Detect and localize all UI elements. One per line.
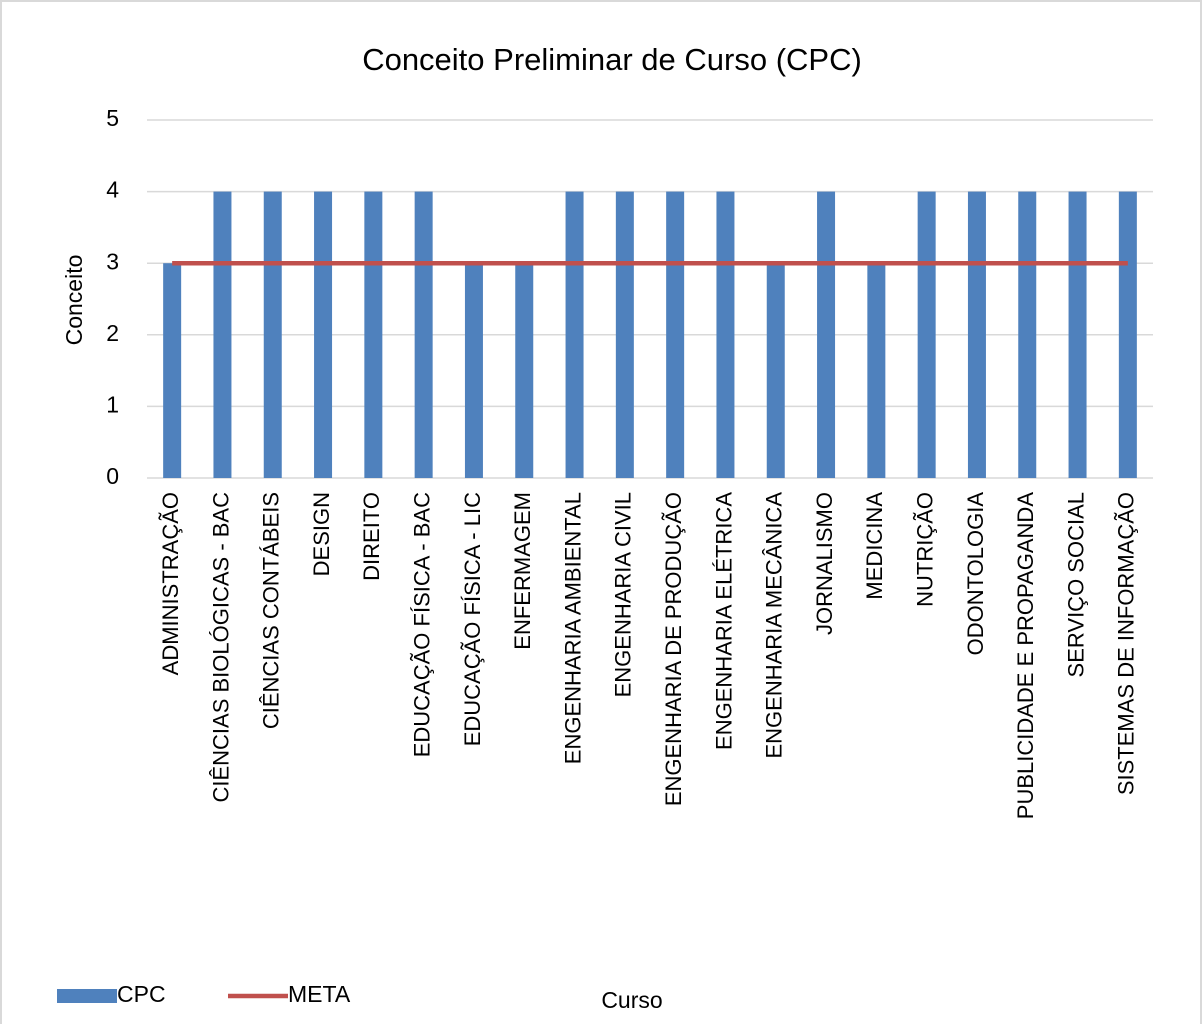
y-tick-label: 3 xyxy=(106,248,119,274)
chart-title: Conceito Preliminar de Curso (CPC) xyxy=(362,42,862,77)
bar xyxy=(1118,191,1137,478)
bar xyxy=(666,191,685,478)
bar xyxy=(917,191,936,478)
bar xyxy=(213,191,232,478)
bar xyxy=(314,191,333,478)
x-tick-label: EDUCAÇÃO FÍSICA - BAC xyxy=(409,492,434,757)
bar xyxy=(817,191,836,478)
bar xyxy=(716,191,735,478)
x-tick-label: ENFERMAGEM xyxy=(510,492,535,650)
bar xyxy=(766,263,785,478)
y-tick-label: 1 xyxy=(106,391,119,417)
bar xyxy=(1068,191,1087,478)
x-tick-label: DIREITO xyxy=(359,492,384,581)
x-tick-label: SERVIÇO SOCIAL xyxy=(1063,492,1088,677)
bar xyxy=(464,263,483,478)
bar xyxy=(364,191,383,478)
x-tick-label: NUTRIÇÃO xyxy=(912,492,937,607)
y-axis-title: Conceito xyxy=(61,255,87,346)
y-tick-label: 4 xyxy=(106,177,119,203)
x-tick-label: CIÊNCIAS CONTÁBEIS xyxy=(259,492,284,729)
bar xyxy=(163,263,182,478)
bar xyxy=(414,191,433,478)
legend-label: CPC xyxy=(117,981,166,1007)
bar xyxy=(967,191,986,478)
y-tick-label: 0 xyxy=(106,463,119,489)
x-tick-label: ODONTOLOGIA xyxy=(963,492,988,656)
x-tick-label: DESIGN xyxy=(309,492,334,576)
x-tick-label: ENGENHARIA CIVIL xyxy=(611,492,636,697)
x-tick-label: PUBLICIDADE E PROPAGANDA xyxy=(1013,492,1038,820)
x-tick-label: EDUCAÇÃO FÍSICA - LIC xyxy=(460,492,485,746)
x-axis-title: Curso xyxy=(601,987,662,1013)
legend-swatch xyxy=(57,989,117,1003)
bar xyxy=(263,191,282,478)
legend-label: META xyxy=(288,981,351,1007)
bar xyxy=(1018,191,1037,478)
x-tick-label: JORNALISMO xyxy=(812,492,837,635)
x-tick-label: CIÊNCIAS BIOLÓGICAS - BAC xyxy=(208,492,233,803)
x-tick-label: SISTEMAS DE INFORMAÇÃO xyxy=(1114,492,1139,795)
y-tick-label: 2 xyxy=(106,320,119,346)
bar xyxy=(515,263,534,478)
y-tick-label: 5 xyxy=(106,105,119,131)
bar xyxy=(615,191,634,478)
x-tick-label: ENGENHARIA DE PRODUÇÃO xyxy=(661,492,686,806)
bar xyxy=(867,263,886,478)
bar xyxy=(565,191,584,478)
x-tick-label: ENGENHARIA AMBIENTAL xyxy=(560,492,585,764)
x-tick-label: ENGENHARIA MECÂNICA xyxy=(762,492,787,759)
x-tick-label: ADMINISTRAÇÃO xyxy=(158,492,183,675)
x-tick-label: MEDICINA xyxy=(862,492,887,600)
x-tick-label: ENGENHARIA ELÉTRICA xyxy=(711,492,736,750)
